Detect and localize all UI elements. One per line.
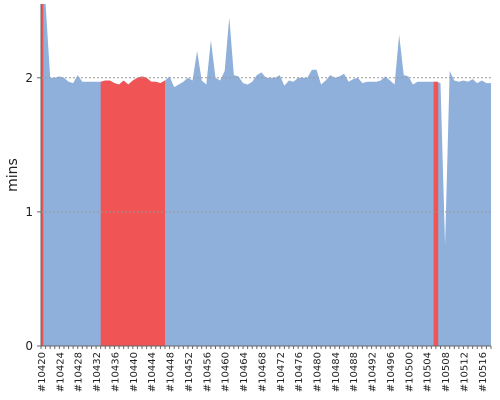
x-tick-label: #10456	[202, 352, 213, 392]
grid-lines	[41, 77, 491, 213]
x-tick-label: #10508	[441, 352, 452, 392]
y-axis-ticks: 0 1 2	[25, 71, 41, 353]
x-tick-label: #10516	[478, 352, 489, 392]
x-tick-label: #10428	[74, 352, 85, 392]
failed-build-area	[100, 76, 165, 346]
x-tick-label: #10492	[368, 352, 379, 392]
x-tick-label: #10444	[147, 352, 158, 392]
y-tick-label: 0	[25, 339, 33, 353]
failed-build-area	[433, 81, 439, 346]
x-tick-label: #10472	[276, 352, 287, 392]
x-tick-label: #10468	[257, 352, 268, 392]
x-tick-label: #10500	[404, 352, 415, 392]
y-axis-title: mins	[5, 158, 21, 192]
x-axis-ticks: #10420 #10424 #10428 #10432 #10436 #10440 #104…	[37, 346, 492, 392]
x-tick-label: #10424	[55, 352, 66, 392]
x-tick-label: #10448	[166, 352, 177, 392]
x-tick-label: #10496	[386, 352, 397, 392]
x-tick-label: #10436	[110, 352, 121, 392]
x-tick-label: #10432	[92, 352, 103, 392]
x-tick-label: #10452	[184, 352, 195, 392]
failed-build-area	[41, 4, 44, 346]
y-tick-label: 2	[25, 71, 33, 85]
x-tick-label: #10464	[239, 352, 250, 392]
series-areas	[41, 4, 491, 346]
x-tick-label: #10504	[423, 352, 434, 392]
x-tick-label: #10480	[313, 352, 324, 392]
x-tick-label: #10476	[294, 352, 305, 392]
x-tick-label: #10440	[129, 352, 140, 392]
y-tick-label: 1	[25, 205, 33, 219]
x-tick-label: #10420	[37, 352, 48, 392]
x-tick-label: #10512	[459, 352, 470, 392]
x-tick-label: #10484	[331, 352, 342, 392]
x-tick-label: #10460	[221, 352, 232, 392]
x-tick-label: #10488	[349, 352, 360, 392]
